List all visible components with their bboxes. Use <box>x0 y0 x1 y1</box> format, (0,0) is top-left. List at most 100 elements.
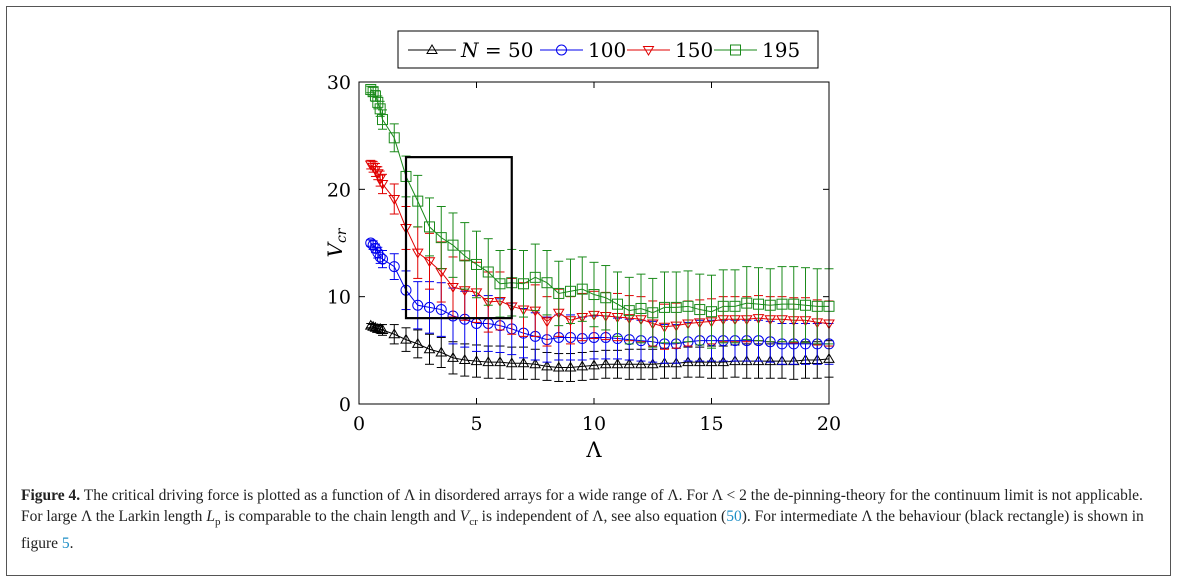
figure-frame <box>6 6 1171 576</box>
data-point <box>670 301 682 313</box>
highlight-rectangle <box>404 156 513 320</box>
data-point <box>374 174 387 185</box>
data-point <box>764 299 776 311</box>
legend-value: 50 <box>508 38 533 62</box>
data-point <box>518 278 529 290</box>
data-point <box>447 239 459 251</box>
y-axis-label-sub: cr <box>334 227 350 243</box>
data-point <box>494 356 506 367</box>
data-point <box>376 323 389 334</box>
data-point <box>564 361 577 372</box>
data-point <box>706 306 717 318</box>
data-point <box>435 232 447 244</box>
data-point <box>374 322 387 333</box>
data-point <box>565 285 576 297</box>
legend-label: N = 50 <box>460 38 533 62</box>
data-point <box>552 361 565 372</box>
equation-link[interactable]: 50 <box>726 508 742 525</box>
caption-lp-main: L <box>206 508 215 525</box>
series-150 <box>364 159 835 350</box>
data-point <box>412 195 424 207</box>
data-point <box>729 300 741 312</box>
data-point <box>729 355 741 366</box>
data-point <box>776 298 788 310</box>
legend-entry-100: 100 <box>540 38 626 62</box>
data-point <box>741 297 753 309</box>
figure-link[interactable]: 5 <box>61 535 70 553</box>
data-point <box>529 358 542 369</box>
data-point <box>494 278 506 290</box>
data-point <box>374 251 386 263</box>
data-point <box>458 354 471 364</box>
data-point <box>576 360 589 371</box>
data-point <box>388 194 401 205</box>
series-195 <box>365 84 835 349</box>
legend-entry-150: 150 <box>627 38 713 62</box>
data-point <box>553 287 565 299</box>
caption-text-5: . <box>69 535 74 553</box>
data-point <box>788 298 800 310</box>
data-point <box>541 360 553 371</box>
x-tick-label: 0 <box>353 413 365 435</box>
x-tick-label: 15 <box>699 413 723 435</box>
data-point <box>646 358 659 369</box>
data-point <box>588 289 600 301</box>
caption-text-1: The critical driving force is plotted as… <box>21 487 1143 525</box>
legend-marker <box>730 44 741 56</box>
caption-vcr-main: V <box>459 508 470 525</box>
y-tick-label: 20 <box>327 179 351 201</box>
data-point <box>364 160 377 171</box>
data-point <box>411 337 424 348</box>
data-point <box>364 319 377 330</box>
x-tick-label: 10 <box>582 413 606 435</box>
data-point <box>424 301 435 313</box>
data-point <box>623 358 636 369</box>
series-line-150 <box>370 164 830 328</box>
data-point <box>388 261 400 273</box>
caption-lp-sub: p <box>214 516 221 529</box>
data-point <box>599 358 612 369</box>
caption-text-4: ). For intermediate Λ the behaviour (bla… <box>21 508 1144 553</box>
data-point <box>600 292 612 304</box>
x-axis-label: Λ <box>585 438 602 462</box>
data-point <box>529 271 541 283</box>
data-point <box>376 179 389 190</box>
y-tick-label: 0 <box>339 394 351 416</box>
tick-layer: 0 5 10 15 20 0 10 20 30 <box>327 72 841 435</box>
data-point <box>482 356 495 367</box>
data-point <box>541 277 553 289</box>
data-point <box>811 300 823 312</box>
data-point <box>682 300 694 312</box>
line-chart: 0 5 10 15 20 0 10 20 30 Λ Vcr N = 50 100 150 195 <box>323 30 841 462</box>
data-point <box>764 355 777 366</box>
y-tick-label: 30 <box>327 72 351 94</box>
legend-marker <box>556 44 567 56</box>
legend-marker <box>426 44 438 54</box>
legend-marker <box>642 46 655 56</box>
data-point <box>424 221 435 233</box>
data-point <box>371 169 384 180</box>
data-point <box>435 346 448 357</box>
data-point <box>411 248 424 259</box>
figure-caption: Figure 4. The critical driving force is … <box>21 485 1146 554</box>
caption-vcr-sub: cr <box>469 516 478 529</box>
legend-items: N = 50 100 150 195 <box>408 38 800 62</box>
data-point <box>412 299 424 311</box>
data-point <box>694 304 706 316</box>
series-50 <box>364 319 835 382</box>
data-point <box>423 343 436 354</box>
data-point <box>388 132 400 144</box>
legend-label: 195 <box>762 38 800 62</box>
data-point <box>471 258 482 270</box>
legend: N = 50 100 150 195 <box>397 30 819 69</box>
y-axis-label-main: V <box>323 241 347 258</box>
data-point <box>800 299 811 311</box>
data-point <box>372 96 384 108</box>
data-point <box>400 333 412 344</box>
caption-label: Figure 4. <box>21 487 81 504</box>
data-point <box>635 302 647 314</box>
data-point <box>470 355 483 366</box>
series-line-195 <box>370 89 829 314</box>
legend-entry-50: N = 50 <box>408 38 533 62</box>
data-point <box>611 358 624 369</box>
